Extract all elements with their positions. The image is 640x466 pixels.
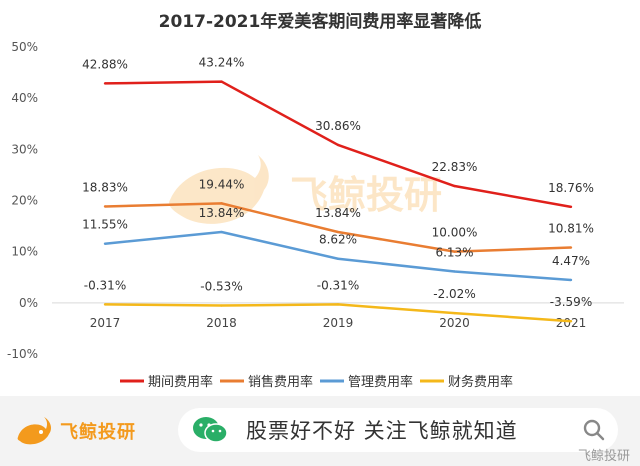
- data-point: [336, 143, 340, 147]
- x-tick-label: 2017: [90, 316, 121, 330]
- x-tick-label: 2018: [206, 316, 237, 330]
- watermark-logo: 飞鲸投研: [169, 155, 442, 224]
- data-label: 6.13%: [435, 245, 473, 259]
- series-1: 42.88% 43.24% 30.86% 22.83% 18.76%: [82, 56, 594, 209]
- data-point: [453, 270, 456, 273]
- legend-label: 销售费用率: [248, 374, 313, 390]
- data-label: 13.84%: [315, 206, 361, 220]
- data-label: 8.62%: [319, 233, 357, 247]
- legend-item: 管理费用率: [320, 374, 413, 390]
- x-tick-label: 2021: [556, 316, 587, 330]
- data-point: [103, 242, 107, 245]
- data-label: 18.76%: [548, 181, 594, 195]
- y-tick-label: 10%: [11, 245, 38, 259]
- search-bar[interactable]: 股票好不好 关注飞鲸就知道: [178, 408, 618, 452]
- data-label: 30.86%: [315, 119, 361, 133]
- data-label: 13.84%: [199, 206, 245, 220]
- data-label: -0.53%: [200, 280, 242, 294]
- series-4: -0.31% -0.53% -0.31% -2.02% -3.59%: [84, 278, 592, 323]
- footer-brand-text: 飞鲸投研: [60, 422, 136, 443]
- data-label: 43.24%: [199, 56, 245, 70]
- legend-label: 期间费用率: [148, 374, 213, 390]
- y-axis: -10% 0% 10% 20% 30% 40% 50%: [7, 40, 38, 361]
- data-point: [569, 205, 573, 209]
- series-2: 18.83% 19.44% 13.84% 10.00% 10.81%: [82, 177, 594, 253]
- chart-title: 2017-2021年爱美客期间费用率显著降低: [159, 11, 482, 32]
- data-point: [220, 202, 223, 205]
- data-point: [336, 230, 340, 234]
- data-point: [220, 80, 223, 83]
- whale-logo-icon: [17, 417, 52, 445]
- data-point: [453, 184, 456, 188]
- data-label: 18.83%: [82, 180, 128, 194]
- data-point: [220, 304, 223, 307]
- y-tick-label: -10%: [7, 347, 38, 361]
- data-point: [569, 320, 573, 323]
- data-label: -3.59%: [550, 295, 592, 309]
- y-tick-label: 50%: [11, 40, 38, 54]
- search-text: 股票好不好 关注飞鲸就知道: [246, 419, 518, 443]
- x-tick-label: 2020: [439, 316, 470, 330]
- search-icon[interactable]: [582, 418, 606, 442]
- data-label: -2.02%: [433, 287, 475, 301]
- wechat-icon: [193, 417, 228, 443]
- watermark-brand: 飞鲸投研: [290, 173, 442, 217]
- legend: 期间费用率 销售费用率 管理费用率 财务费用率: [120, 374, 513, 390]
- data-point: [453, 311, 456, 315]
- data-point: [220, 230, 223, 234]
- data-label: -0.31%: [317, 278, 359, 292]
- footer-bar: 飞鲸投研 股票好不好 关注飞鲸就知道 飞鲸投研: [0, 396, 640, 466]
- data-point: [103, 205, 107, 208]
- data-label: 42.88%: [82, 57, 128, 71]
- x-tick-label: 2019: [323, 316, 354, 330]
- data-point: [103, 303, 107, 306]
- x-axis: 2017 2018 2019 2020 2021: [52, 302, 624, 330]
- data-point: [103, 82, 107, 85]
- footer-brand[interactable]: 飞鲸投研: [14, 408, 136, 454]
- y-tick-label: 0%: [19, 296, 38, 310]
- y-tick-label: 30%: [11, 142, 38, 156]
- data-label: 19.44%: [199, 177, 245, 191]
- data-point: [569, 278, 573, 282]
- series-3: 11.55% 13.84% 8.62% 6.13% 4.47%: [82, 206, 590, 282]
- legend-label: 管理费用率: [348, 374, 413, 390]
- data-point: [453, 250, 456, 253]
- data-label: 22.83%: [432, 160, 478, 174]
- legend-label: 财务费用率: [448, 374, 513, 390]
- data-point: [336, 303, 340, 306]
- data-point: [569, 246, 573, 249]
- data-label: 10.81%: [548, 222, 594, 236]
- whale-watermark-icon: [169, 155, 269, 224]
- series-layer: 42.88% 43.24% 30.86% 22.83% 18.76% 18.83% 19.4…: [82, 56, 594, 323]
- data-label: 4.47%: [552, 254, 590, 268]
- legend-item: 销售费用率: [220, 374, 313, 390]
- legend-item: 期间费用率: [120, 374, 213, 390]
- line-chart: 2017-2021年爱美客期间费用率显著降低 飞鲸投研 -10% 0% 10% 20%…: [7, 11, 624, 390]
- corner-watermark: 飞鲸投研: [577, 449, 630, 464]
- y-tick-label: 40%: [11, 91, 38, 105]
- y-tick-label: 20%: [11, 194, 38, 208]
- legend-item: 财务费用率: [420, 374, 513, 390]
- data-label: -0.31%: [84, 278, 126, 292]
- data-label: 11.55%: [82, 218, 128, 232]
- data-point: [336, 257, 340, 260]
- data-label: 10.00%: [432, 226, 478, 240]
